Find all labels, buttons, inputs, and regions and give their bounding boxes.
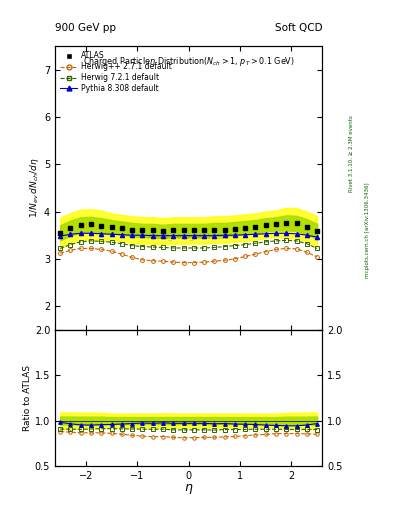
Text: Rivet 3.1.10, ≥ 2.3M events: Rivet 3.1.10, ≥ 2.3M events	[349, 115, 354, 192]
Y-axis label: Ratio to ATLAS: Ratio to ATLAS	[23, 365, 32, 431]
Text: ATLAS_2010_S8918562: ATLAS_2010_S8918562	[148, 233, 230, 240]
Legend: ATLAS, Herwig++ 2.7.1 default, Herwig 7.2.1 default, Pythia 8.308 default: ATLAS, Herwig++ 2.7.1 default, Herwig 7.…	[59, 50, 173, 95]
Text: mcplots.cern.ch [arXiv:1306.3436]: mcplots.cern.ch [arXiv:1306.3436]	[365, 183, 370, 278]
Text: 900 GeV pp: 900 GeV pp	[55, 23, 116, 33]
Text: Charged Particle$\eta$ Distribution($N_{ch} > 1,\,p_T > 0.1$ GeV): Charged Particle$\eta$ Distribution($N_{…	[83, 55, 294, 68]
X-axis label: $\eta$: $\eta$	[184, 482, 193, 496]
Text: Soft QCD: Soft QCD	[275, 23, 322, 33]
Y-axis label: $1/N_{ev}\,dN_{ch}/d\eta$: $1/N_{ev}\,dN_{ch}/d\eta$	[28, 157, 41, 219]
